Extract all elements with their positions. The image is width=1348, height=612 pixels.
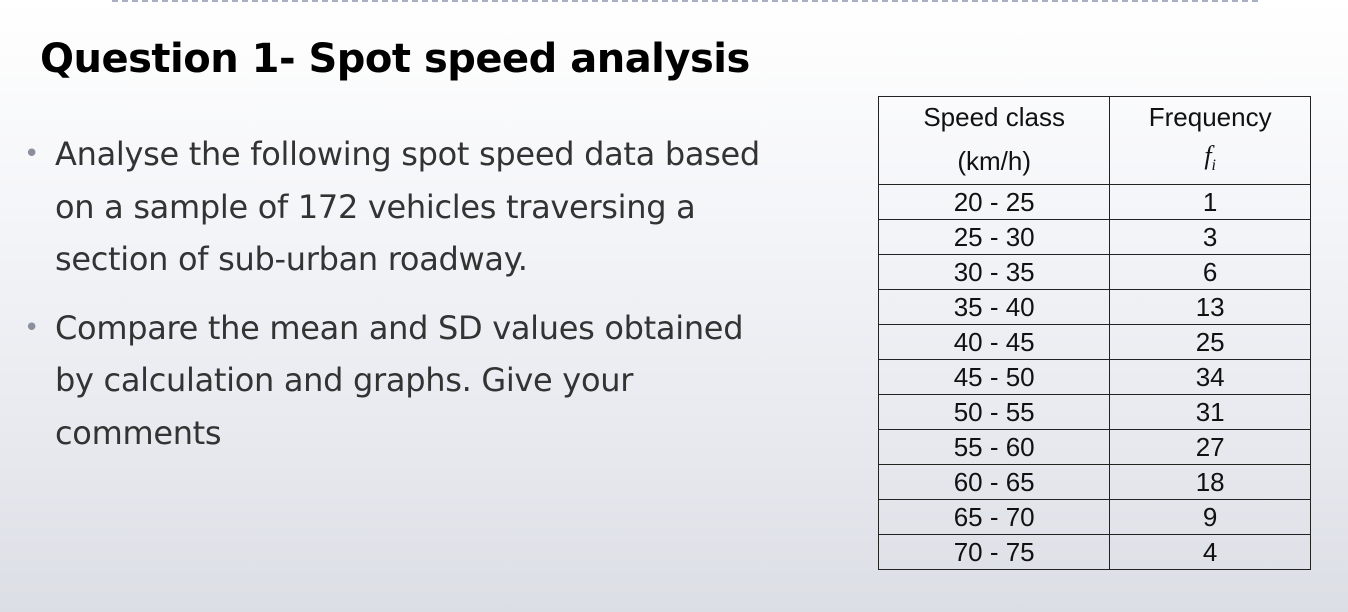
table-header-row: Speed class Frequency — [877, 96, 1311, 137]
speed-class-cell: 55 - 60 — [877, 429, 1111, 466]
top-dashed-rule — [112, 0, 1258, 2]
header-speed-class: Speed class — [877, 96, 1111, 137]
frequency-subscript: i — [1211, 157, 1216, 175]
bullet-marker: • — [24, 312, 40, 343]
header-frequency: Frequency — [1109, 96, 1311, 137]
slide-title: Question 1- Spot speed analysis — [40, 36, 750, 82]
header-speed-unit: (km/h) — [877, 137, 1111, 186]
bullet-item-compare: • Compare the mean and SD values obtaine… — [24, 302, 784, 460]
table-row: 40 - 45 25 — [877, 324, 1311, 361]
speed-class-cell: 20 - 25 — [877, 184, 1111, 221]
frequency-cell: 31 — [1109, 394, 1311, 431]
bullet-item-analyse: • Analyse the following spot speed data … — [24, 128, 784, 286]
header-frequency-symbol: fi — [1109, 137, 1311, 186]
speed-class-cell: 25 - 30 — [877, 219, 1111, 256]
frequency-cell: 34 — [1109, 359, 1311, 396]
table-row: 65 - 70 9 — [877, 499, 1311, 536]
table-row: 55 - 60 27 — [877, 429, 1311, 466]
speed-class-cell: 70 - 75 — [877, 534, 1111, 571]
table-row: 70 - 75 4 — [877, 534, 1311, 571]
bullet-text: Analyse the following spot speed data ba… — [55, 135, 760, 278]
table-row: 45 - 50 34 — [877, 359, 1311, 396]
bullet-list: • Analyse the following spot speed data … — [24, 128, 784, 459]
speed-class-cell: 30 - 35 — [877, 254, 1111, 291]
bullet-marker: • — [24, 139, 40, 169]
frequency-cell: 9 — [1109, 499, 1311, 536]
frequency-cell: 1 — [1109, 184, 1311, 221]
bullet-text: Compare the mean and SD values obtained … — [55, 308, 744, 452]
speed-class-cell: 50 - 55 — [877, 394, 1111, 431]
frequency-cell: 6 — [1109, 254, 1311, 291]
frequency-cell: 25 — [1109, 324, 1311, 361]
frequency-cell: 27 — [1109, 429, 1311, 466]
frequency-cell: 3 — [1109, 219, 1311, 256]
table-row: 35 - 40 13 — [877, 289, 1311, 326]
speed-class-cell: 40 - 45 — [877, 324, 1111, 361]
table-row: 60 - 65 18 — [877, 464, 1311, 501]
table-row: 25 - 30 3 — [877, 219, 1311, 256]
table-row: 20 - 25 1 — [877, 184, 1311, 221]
table-header-row: (km/h) fi — [877, 137, 1311, 186]
frequency-symbol: f — [1204, 141, 1212, 170]
speed-class-cell: 45 - 50 — [877, 359, 1111, 396]
speed-class-cell: 65 - 70 — [877, 499, 1111, 536]
frequency-cell: 18 — [1109, 464, 1311, 501]
frequency-cell: 13 — [1109, 289, 1311, 326]
table-row: 30 - 35 6 — [877, 254, 1311, 291]
table-body: 20 - 25 1 25 - 30 3 30 - 35 6 35 - 40 13 40 - 45… — [877, 184, 1311, 571]
speed-frequency-table: Speed class Frequency (km/h) fi 20 - 25 1… — [877, 96, 1311, 571]
frequency-cell: 4 — [1109, 534, 1311, 571]
speed-class-cell: 60 - 65 — [877, 464, 1111, 501]
table-row: 50 - 55 31 — [877, 394, 1311, 431]
speed-class-cell: 35 - 40 — [877, 289, 1111, 326]
